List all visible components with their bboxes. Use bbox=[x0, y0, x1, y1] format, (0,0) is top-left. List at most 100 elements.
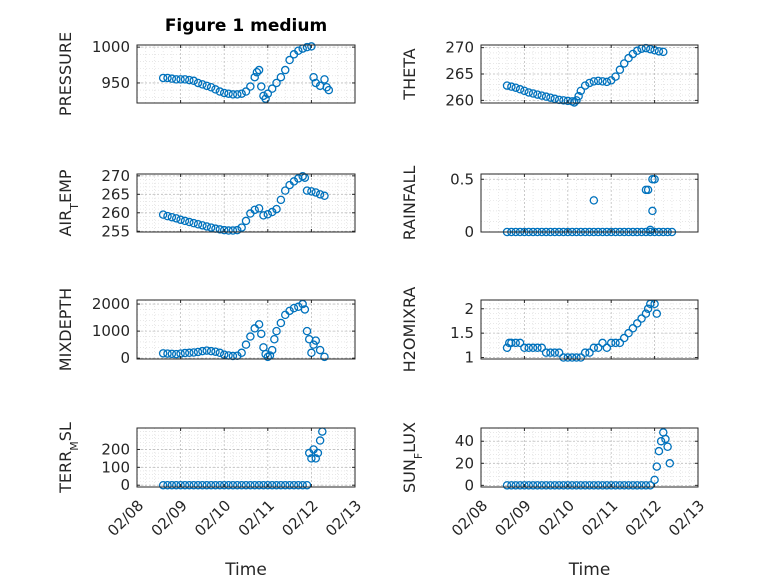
data-point bbox=[241, 340, 251, 349]
data-point bbox=[215, 87, 225, 96]
data-point bbox=[648, 206, 657, 216]
data-point bbox=[176, 75, 185, 84]
ticks bbox=[136, 45, 356, 103]
data-point bbox=[589, 343, 599, 353]
y-tick-label: 270 bbox=[445, 39, 474, 57]
data-point bbox=[602, 481, 612, 490]
data-point bbox=[663, 442, 672, 451]
y-tick-label: 0 bbox=[120, 476, 130, 494]
data-point bbox=[315, 190, 325, 199]
data-point bbox=[313, 448, 323, 458]
data-point bbox=[180, 348, 190, 358]
data-point bbox=[189, 76, 198, 86]
y-tick-label: 1 bbox=[464, 349, 474, 367]
data-point bbox=[167, 349, 177, 359]
data-point bbox=[511, 481, 520, 490]
data-point bbox=[589, 77, 599, 86]
data-point bbox=[158, 210, 168, 219]
data-point bbox=[524, 88, 533, 97]
data-point bbox=[246, 480, 255, 490]
data-point bbox=[570, 98, 579, 107]
data-point bbox=[637, 481, 646, 490]
data-point bbox=[528, 343, 538, 353]
data-point bbox=[637, 314, 646, 323]
y-tick-label: 255 bbox=[101, 222, 130, 240]
data-series bbox=[502, 43, 668, 107]
data-point bbox=[593, 343, 603, 353]
data-series bbox=[502, 299, 662, 362]
major-grid bbox=[481, 300, 698, 359]
data-point bbox=[593, 481, 603, 490]
data-point bbox=[311, 188, 321, 197]
data-point bbox=[656, 436, 666, 446]
data-point bbox=[309, 340, 318, 349]
data-point bbox=[294, 46, 303, 55]
y-tick-label: 2 bbox=[464, 300, 474, 318]
data-point bbox=[589, 481, 599, 490]
data-point bbox=[185, 217, 194, 227]
ticks bbox=[480, 428, 699, 487]
y-tick-label: 1.5 bbox=[450, 324, 474, 342]
data-point bbox=[611, 481, 620, 490]
data-point bbox=[632, 481, 642, 490]
data-point bbox=[259, 211, 268, 220]
data-point bbox=[646, 225, 655, 235]
axes-box bbox=[480, 173, 699, 233]
y-axis-label: TERRMSL bbox=[56, 422, 81, 494]
data-point bbox=[619, 481, 629, 490]
ticks bbox=[136, 428, 356, 487]
y-tick-label: 270 bbox=[101, 167, 130, 185]
data-point bbox=[559, 353, 568, 362]
data-point bbox=[163, 73, 172, 83]
data-point bbox=[550, 348, 560, 357]
data-point bbox=[563, 481, 573, 490]
y-tick-label: 260 bbox=[445, 91, 474, 109]
data-point bbox=[307, 187, 316, 196]
data-point bbox=[171, 349, 181, 359]
data-point bbox=[211, 480, 220, 490]
data-point bbox=[320, 75, 329, 84]
y-tick-label: 100 bbox=[101, 458, 130, 476]
data-point bbox=[280, 65, 290, 75]
data-point bbox=[198, 346, 207, 356]
x-tick-label: 02/13 bbox=[322, 497, 365, 540]
data-point bbox=[572, 96, 581, 105]
data-point bbox=[246, 82, 255, 91]
x-axis-label: Time bbox=[224, 560, 267, 580]
x-tick-label: 02/12 bbox=[622, 497, 665, 540]
data-point bbox=[180, 75, 190, 84]
data-point bbox=[276, 195, 286, 205]
data-point bbox=[643, 185, 653, 195]
data-point bbox=[237, 348, 246, 358]
data-point bbox=[302, 42, 312, 52]
data-point bbox=[246, 332, 255, 341]
data-point bbox=[193, 480, 203, 490]
data-point bbox=[528, 481, 538, 490]
data-point bbox=[206, 346, 216, 356]
data-point bbox=[272, 326, 281, 336]
data-point bbox=[641, 481, 651, 490]
data-point bbox=[665, 459, 675, 468]
data-point bbox=[624, 481, 633, 490]
data-point bbox=[167, 212, 177, 222]
y-tick-label: 200 bbox=[101, 440, 130, 458]
data-point bbox=[537, 481, 547, 490]
data-point bbox=[285, 55, 294, 65]
subplot-1: 950 1000 PRESSURE Figure 1 medium bbox=[56, 16, 356, 116]
data-point bbox=[541, 92, 551, 101]
data-point bbox=[615, 481, 625, 490]
data-point bbox=[511, 83, 520, 92]
data-point bbox=[541, 481, 551, 490]
data-point bbox=[237, 480, 246, 490]
data-point bbox=[250, 205, 259, 215]
data-point bbox=[224, 226, 233, 235]
data-point bbox=[276, 72, 286, 82]
data-point bbox=[261, 349, 270, 359]
y-tick-label: 0 bbox=[464, 223, 474, 241]
data-point bbox=[270, 334, 279, 344]
data-point bbox=[215, 348, 225, 358]
plot-area bbox=[137, 300, 355, 359]
data-point bbox=[259, 480, 268, 490]
